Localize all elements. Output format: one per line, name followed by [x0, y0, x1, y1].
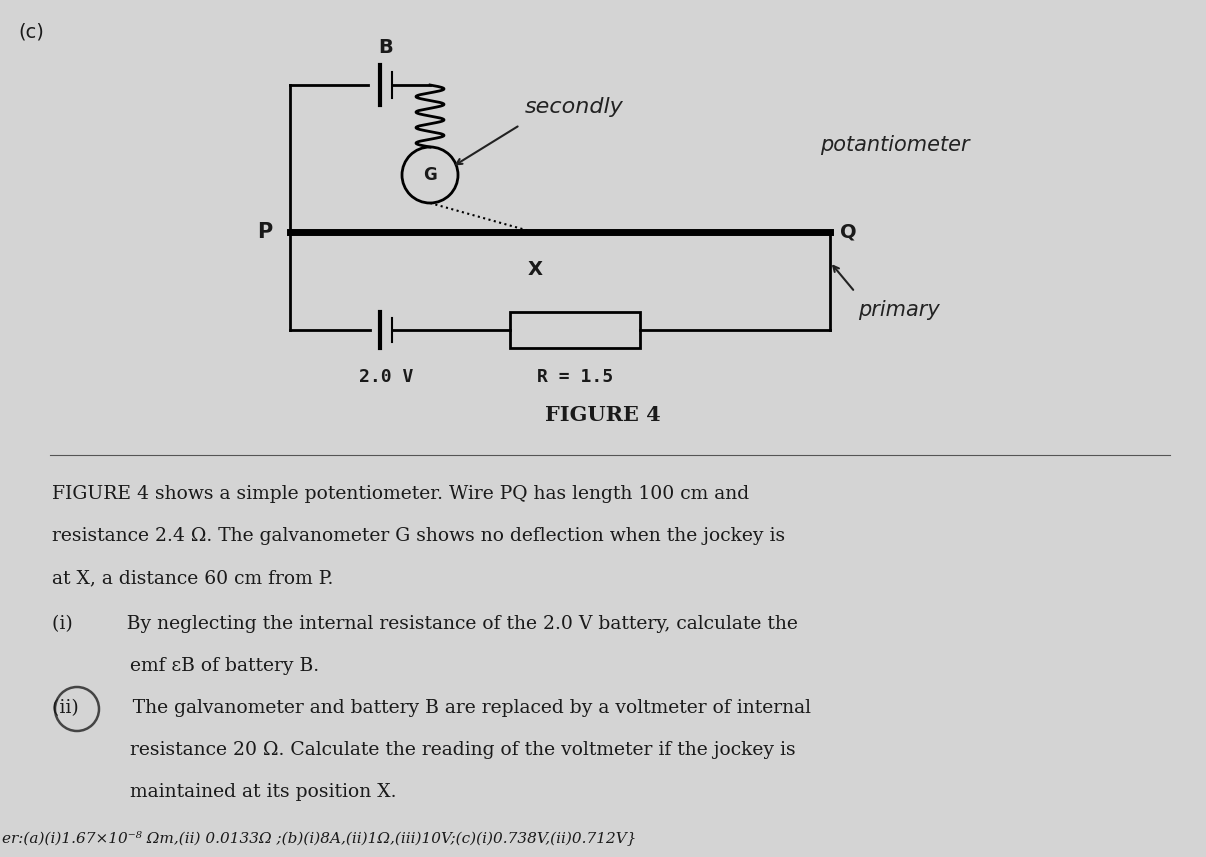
Text: FIGURE 4: FIGURE 4: [545, 405, 661, 425]
Text: resistance 20 Ω. Calculate the reading of the voltmeter if the jockey is: resistance 20 Ω. Calculate the reading o…: [52, 741, 796, 759]
Text: emf εB of battery B.: emf εB of battery B.: [52, 657, 320, 675]
Text: Q: Q: [841, 223, 856, 242]
Text: X: X: [527, 260, 543, 279]
Text: (c): (c): [18, 22, 43, 41]
Text: (i)         By neglecting the internal resistance of the 2.0 V battery, calculat: (i) By neglecting the internal resistanc…: [52, 615, 798, 633]
Text: potantiometer: potantiometer: [820, 135, 970, 155]
Text: (ii)         The galvanometer and battery B are replaced by a voltmeter of inter: (ii) The galvanometer and battery B are …: [52, 699, 810, 717]
Text: primary: primary: [857, 300, 939, 320]
Text: FIGURE 4 shows a simple potentiometer. Wire PQ has length 100 cm and: FIGURE 4 shows a simple potentiometer. W…: [52, 485, 749, 503]
Text: G: G: [423, 166, 437, 184]
Text: er:(a)(i)1.67×10⁻⁸ Ωm,(ii) 0.0133Ω ;(b)(i)8A,(ii)1Ω,(iii)10V;(c)(i)0.738V,(ii)0.: er:(a)(i)1.67×10⁻⁸ Ωm,(ii) 0.0133Ω ;(b)(…: [2, 830, 637, 846]
Text: B: B: [379, 38, 393, 57]
Text: maintained at its position X.: maintained at its position X.: [52, 783, 397, 801]
Text: 2.0 V: 2.0 V: [359, 368, 414, 386]
Text: secondly: secondly: [525, 97, 624, 117]
Bar: [510, 312, 640, 348]
Text: R = 1.5: R = 1.5: [537, 368, 613, 386]
Text: at X, a distance 60 cm from P.: at X, a distance 60 cm from P.: [52, 569, 333, 587]
Text: resistance 2.4 Ω. The galvanometer G shows no deflection when the jockey is: resistance 2.4 Ω. The galvanometer G sho…: [52, 527, 785, 545]
Text: P: P: [257, 222, 273, 242]
